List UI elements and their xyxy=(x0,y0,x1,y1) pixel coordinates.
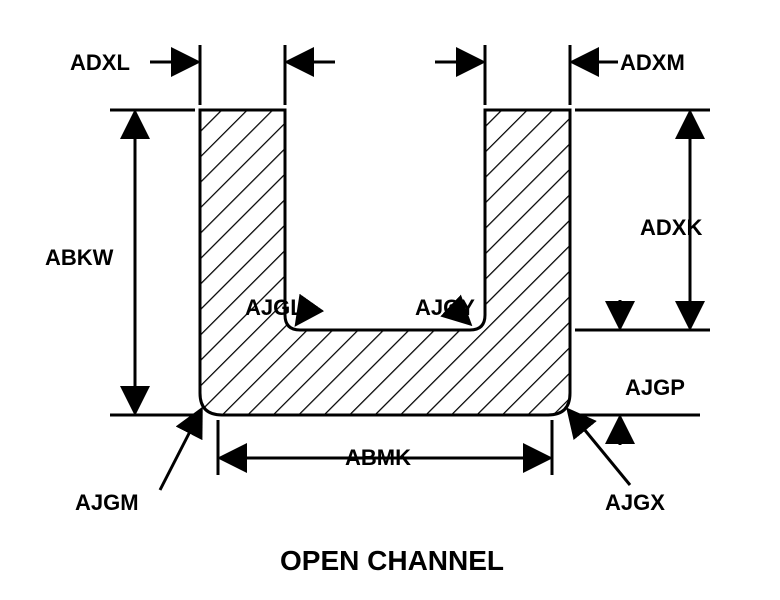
label-ajgp: AJGP xyxy=(625,375,685,401)
label-adxk: ADXK xyxy=(640,215,702,241)
diagram-title: OPEN CHANNEL xyxy=(280,545,504,577)
label-ajgm: AJGM xyxy=(75,490,139,516)
label-adxl: ADXL xyxy=(70,50,130,76)
diagram-container: ADXL ADXM ABKW ADXK AJGL AJGY AJGP ABMK … xyxy=(0,0,780,600)
label-adxm: ADXM xyxy=(620,50,685,76)
label-abmk: ABMK xyxy=(345,445,411,471)
channel-shape xyxy=(200,110,570,415)
label-ajgx: AJGX xyxy=(605,490,665,516)
label-abkw: ABKW xyxy=(45,245,113,271)
label-ajgy: AJGY xyxy=(415,295,475,321)
label-ajgl: AJGL xyxy=(245,295,304,321)
